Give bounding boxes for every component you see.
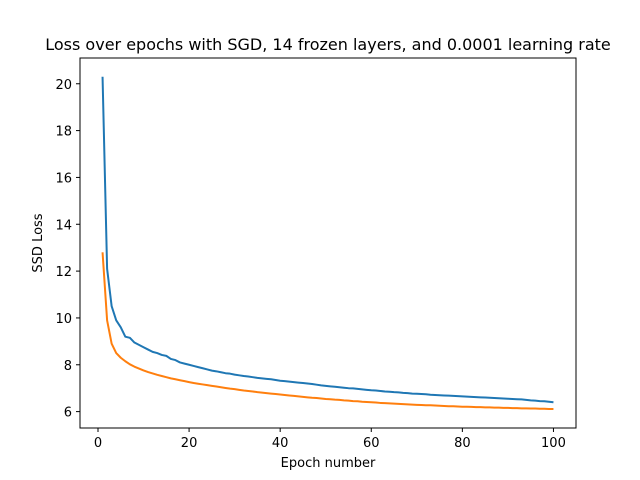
x-tick-label: 40	[272, 436, 289, 451]
series-line-2	[101, 252, 554, 411]
x-axis: 0 20 40 60 80 100	[94, 428, 566, 451]
y-axis-title: SSD Loss	[31, 213, 46, 272]
x-axis-title: Epoch number	[281, 456, 376, 471]
y-tick-label: 16	[55, 171, 72, 186]
y-tick-label: 18	[55, 125, 72, 140]
y-axis: 6 8 10 12 14 16 18 20	[55, 78, 80, 421]
y-tick-label: 20	[55, 78, 72, 93]
x-tick-label: 0	[94, 436, 102, 451]
y-tick-label: 14	[55, 218, 72, 233]
series-line-1	[101, 76, 554, 404]
x-tick-label: 60	[363, 436, 380, 451]
plot-area	[79, 57, 577, 429]
y-tick-label: 8	[64, 359, 72, 374]
y-tick-label: 10	[55, 312, 72, 327]
series-layer	[101, 76, 554, 411]
x-tick-label: 20	[181, 436, 198, 451]
x-tick-label: 80	[454, 436, 471, 451]
y-tick-label: 12	[55, 265, 72, 280]
y-tick-label: 6	[64, 406, 72, 421]
plot-frame	[79, 57, 577, 429]
chart-title: Loss over epochs with SGD, 14 frozen lay…	[45, 35, 611, 54]
x-tick-label: 100	[541, 436, 566, 451]
